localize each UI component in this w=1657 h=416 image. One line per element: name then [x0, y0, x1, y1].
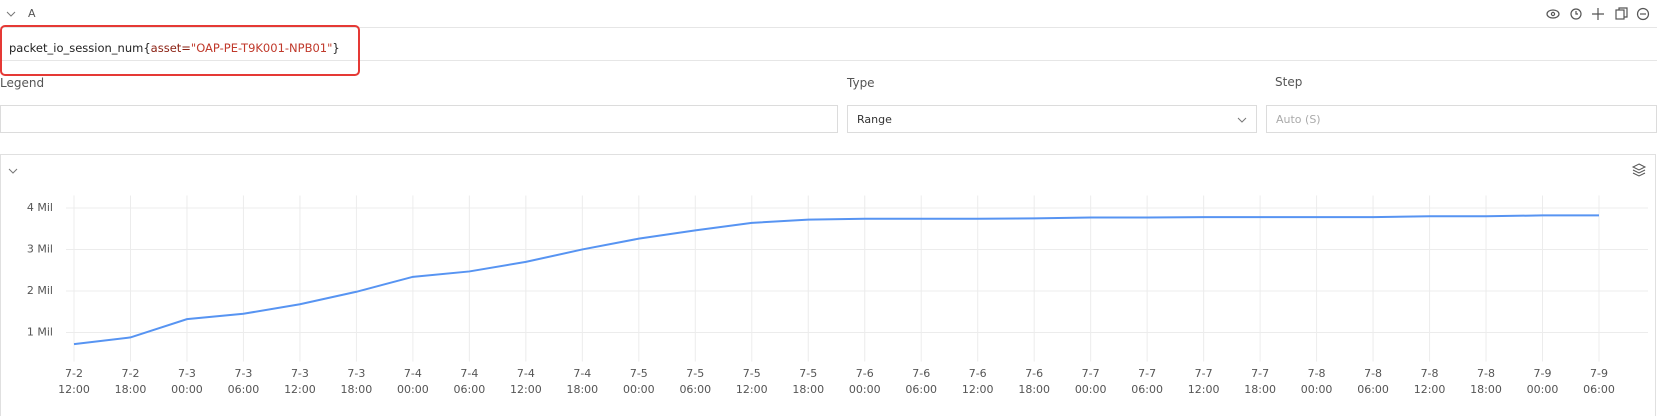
- x-tick-label: 00:00: [849, 383, 881, 396]
- eye-icon[interactable]: [1546, 9, 1560, 19]
- layers-icon[interactable]: [1631, 162, 1647, 178]
- x-tick-label: 7-6: [969, 367, 987, 380]
- x-tick-label: 18:00: [1018, 383, 1050, 396]
- x-tick-label: 7-5: [743, 367, 761, 380]
- x-tick-label: 7-8: [1308, 367, 1326, 380]
- x-tick-label: 7-4: [517, 367, 535, 380]
- x-tick-label: 18:00: [341, 383, 373, 396]
- x-tick-label: 7-7: [1251, 367, 1269, 380]
- row-actions: [1546, 7, 1650, 21]
- query-name: A: [28, 7, 36, 20]
- x-tick-label: 06:00: [1583, 383, 1615, 396]
- dropdown-icon: [1237, 117, 1247, 123]
- x-tick-label: 7-6: [912, 367, 930, 380]
- type-value: Range: [857, 113, 892, 126]
- copy-icon[interactable]: [1615, 9, 1625, 20]
- x-tick-label: 06:00: [1357, 383, 1389, 396]
- x-tick-label: 7-8: [1477, 367, 1495, 380]
- type-label: Type: [847, 76, 875, 90]
- x-tick-label: 18:00: [1470, 383, 1502, 396]
- query-part: "OAP-PE-T9K001-NPB01": [190, 41, 333, 55]
- x-tick-label: 7-9: [1590, 367, 1608, 380]
- x-tick-label: 06:00: [454, 383, 486, 396]
- query-part: packet_io_session_num: [9, 41, 144, 55]
- x-tick-label: 7-3: [234, 367, 252, 380]
- x-tick-label: 06:00: [905, 383, 937, 396]
- x-tick-label: 7-5: [630, 367, 648, 380]
- x-tick-label: 00:00: [1301, 383, 1333, 396]
- x-tick-label: 00:00: [397, 383, 429, 396]
- query-text: packet_io_session_num{asset="OAP-PE-T9K0…: [9, 41, 340, 55]
- step-placeholder: Auto (S): [1276, 113, 1321, 126]
- x-tick-label: 7-7: [1195, 367, 1213, 380]
- query-part: {: [143, 41, 151, 55]
- x-tick-label: 18:00: [792, 383, 824, 396]
- x-tick-label: 7-9: [1534, 367, 1552, 380]
- x-tick-label: 12:00: [58, 383, 90, 396]
- x-tick-label: 06:00: [228, 383, 260, 396]
- x-tick-label: 7-4: [404, 367, 422, 380]
- y-tick-label: 4 Mil: [27, 201, 53, 214]
- query-part: }: [332, 41, 340, 55]
- legend-input[interactable]: [0, 105, 838, 133]
- x-tick-label: 00:00: [171, 383, 203, 396]
- panel-collapse-icon[interactable]: [6, 165, 20, 177]
- chart-panel: [0, 154, 1656, 416]
- x-tick-label: 12:00: [736, 383, 768, 396]
- x-tick-label: 18:00: [1244, 383, 1276, 396]
- x-tick-label: 12:00: [510, 383, 542, 396]
- y-tick-label: 3 Mil: [27, 242, 53, 255]
- y-tick-label: 2 Mil: [27, 284, 53, 297]
- x-tick-label: 12:00: [1414, 383, 1446, 396]
- x-tick-label: 06:00: [1131, 383, 1163, 396]
- step-label: Step: [1275, 75, 1303, 89]
- query-header: [0, 0, 1657, 28]
- x-tick-label: 7-3: [291, 367, 309, 380]
- query-input[interactable]: [0, 28, 1657, 61]
- x-tick-label: 7-2: [121, 367, 139, 380]
- x-tick-label: 18:00: [566, 383, 598, 396]
- collapse-icon[interactable]: [4, 8, 18, 20]
- x-tick-label: 7-7: [1138, 367, 1156, 380]
- x-tick-label: 12:00: [1188, 383, 1220, 396]
- y-tick-label: 1 Mil: [27, 325, 53, 338]
- x-tick-label: 7-8: [1421, 367, 1439, 380]
- x-tick-label: 7-3: [178, 367, 196, 380]
- x-tick-label: 7-6: [856, 367, 874, 380]
- remove-icon[interactable]: [1636, 7, 1650, 21]
- type-select[interactable]: Range: [847, 105, 1257, 133]
- x-tick-label: 7-4: [460, 367, 478, 380]
- x-tick-label: 06:00: [679, 383, 711, 396]
- x-tick-label: 7-2: [65, 367, 83, 380]
- x-tick-label: 7-6: [1025, 367, 1043, 380]
- x-tick-label: 00:00: [1527, 383, 1559, 396]
- x-tick-label: 7-4: [573, 367, 591, 380]
- x-tick-label: 12:00: [962, 383, 994, 396]
- x-tick-label: 00:00: [1075, 383, 1107, 396]
- add-icon[interactable]: [1592, 8, 1604, 20]
- x-tick-label: 7-7: [1082, 367, 1100, 380]
- history-icon[interactable]: [1570, 8, 1582, 20]
- series-line: [73, 214, 1599, 346]
- x-tick-label: 7-5: [686, 367, 704, 380]
- x-tick-label: 00:00: [623, 383, 655, 396]
- x-tick-label: 7-3: [347, 367, 365, 380]
- x-tick-label: 7-8: [1364, 367, 1382, 380]
- query-part: asset=: [150, 41, 191, 55]
- highlight-box: [0, 25, 360, 76]
- legend-label: Legend: [0, 76, 45, 90]
- x-tick-label: 7-5: [799, 367, 817, 380]
- x-tick-label: 12:00: [284, 383, 316, 396]
- x-tick-label: 18:00: [115, 383, 147, 396]
